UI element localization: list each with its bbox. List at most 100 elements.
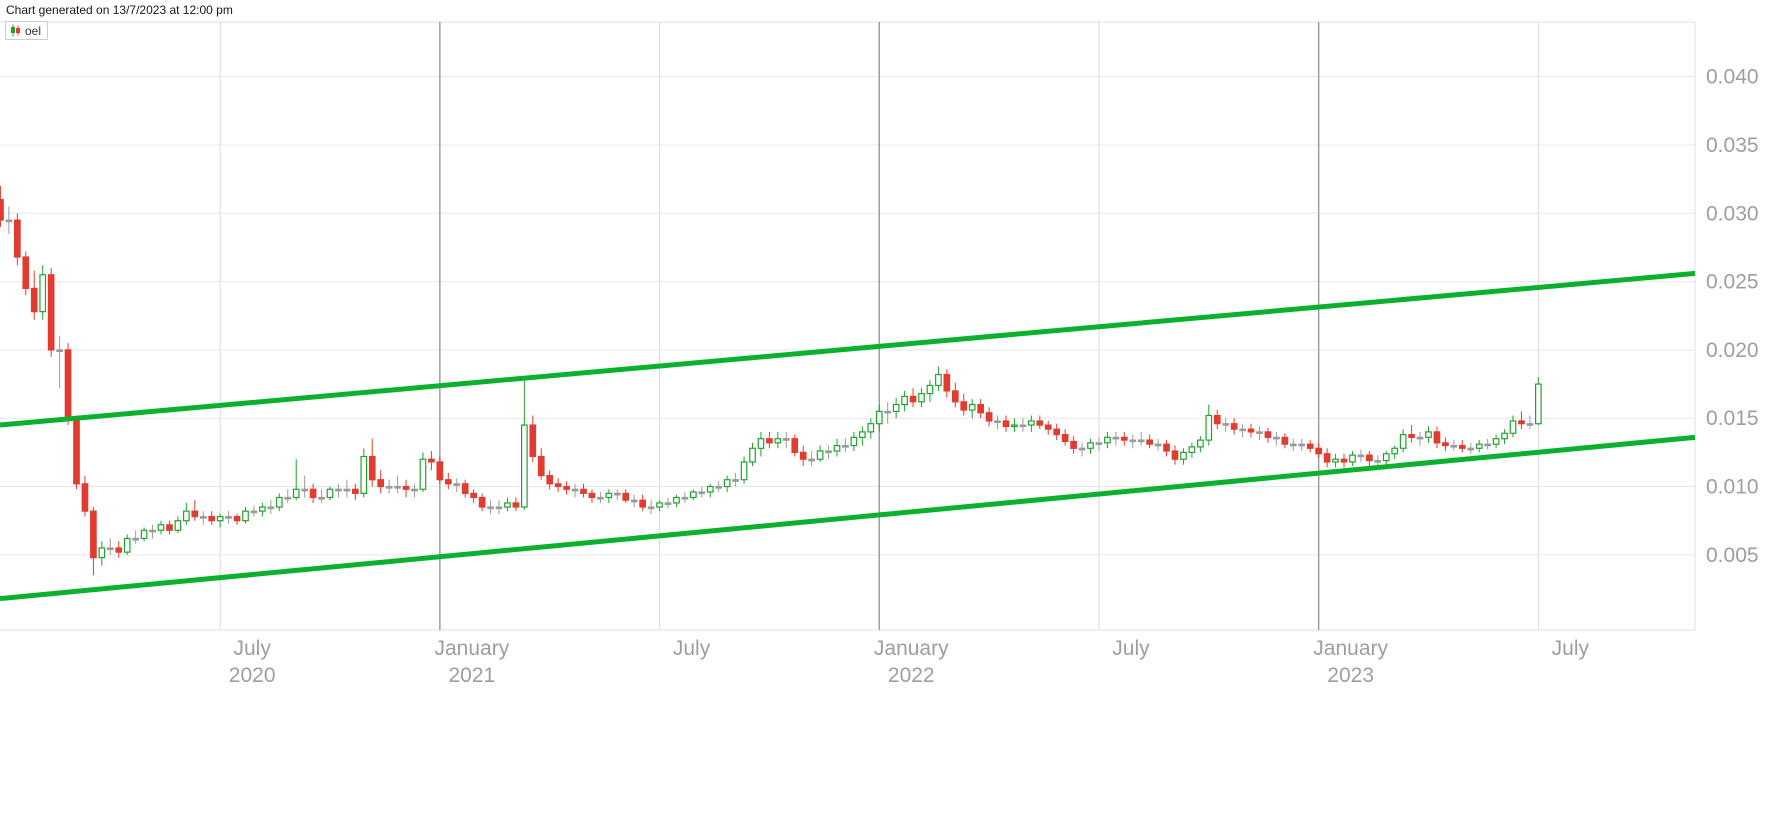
chart-generated-caption: Chart generated on 13/7/2023 at 12:00 pm <box>6 3 233 17</box>
candle <box>1154 443 1162 447</box>
x-axis-month-label: July <box>233 637 271 660</box>
candle <box>926 384 934 395</box>
candle <box>318 496 325 500</box>
candle <box>394 485 401 489</box>
candle <box>1425 431 1432 438</box>
candle <box>292 488 300 499</box>
candle <box>630 499 638 503</box>
candle <box>825 450 832 454</box>
x-axis-month-label: July <box>1112 637 1150 660</box>
y-axis-label: 0.025 <box>1706 271 1759 294</box>
candle <box>208 515 216 522</box>
candle <box>106 547 114 551</box>
candle <box>1534 383 1542 425</box>
candle <box>419 458 427 490</box>
candle <box>1382 453 1390 462</box>
candle <box>740 461 748 481</box>
candle <box>723 479 731 488</box>
trendlines-layer <box>0 270 1696 602</box>
candle <box>30 287 38 313</box>
candle <box>1247 428 1255 433</box>
candle <box>1323 453 1331 463</box>
candle <box>639 499 647 508</box>
candle <box>157 524 165 531</box>
candle <box>326 488 334 499</box>
candle <box>706 485 714 493</box>
candle <box>385 485 393 489</box>
candle <box>673 496 680 504</box>
candle <box>1078 447 1086 451</box>
candle <box>436 461 444 481</box>
candle <box>56 349 63 353</box>
x-axis-month-label: July <box>1552 637 1590 660</box>
candle <box>1087 442 1094 449</box>
candle <box>267 506 275 510</box>
candle <box>132 537 139 541</box>
candle <box>715 485 723 489</box>
candle <box>749 447 756 463</box>
candlestick-legend-icon <box>10 24 21 37</box>
candle <box>1357 454 1365 458</box>
candle <box>858 431 866 438</box>
candle <box>1104 436 1111 444</box>
candle <box>935 373 942 387</box>
candle <box>275 496 283 508</box>
candle <box>216 515 224 522</box>
candle <box>1416 436 1424 440</box>
candle <box>732 479 739 482</box>
candle <box>1163 443 1170 452</box>
candle <box>335 488 342 492</box>
candle <box>1492 438 1500 445</box>
candle <box>166 524 173 531</box>
grid-layer <box>0 21 1696 631</box>
y-axis-label: 0.005 <box>1706 544 1759 567</box>
candle <box>250 510 258 514</box>
candle <box>1450 444 1458 448</box>
candle <box>833 444 841 452</box>
candle <box>909 395 917 403</box>
x-axis-month-label: July <box>673 637 711 660</box>
candle <box>1365 454 1373 462</box>
candle <box>39 274 47 313</box>
candle <box>13 219 21 258</box>
candle <box>199 515 207 519</box>
candle <box>1408 434 1415 438</box>
candle <box>1196 439 1204 448</box>
candle <box>512 502 520 508</box>
candle <box>563 485 570 490</box>
candle <box>757 438 765 449</box>
candle <box>1273 436 1280 440</box>
y-axis-label: 0.030 <box>1706 202 1759 225</box>
x-axis-month-label: January <box>874 637 949 660</box>
candle <box>1332 458 1339 463</box>
candle <box>867 423 875 433</box>
candle <box>478 496 486 508</box>
axis-labels-layer: 0.040 0.035 0.030 0.025 0.020 0.015 0.010 0.005… <box>229 66 1759 687</box>
candle <box>64 349 72 419</box>
candle <box>791 438 799 453</box>
candle <box>1011 424 1018 428</box>
candle <box>47 274 55 351</box>
candle <box>402 485 410 490</box>
candle <box>1044 424 1052 430</box>
candle <box>1002 420 1010 428</box>
candle <box>81 483 89 512</box>
candle <box>774 438 782 444</box>
candle <box>495 506 503 510</box>
candle <box>1120 436 1128 441</box>
candles-layer <box>0 185 1542 576</box>
candle <box>98 547 106 559</box>
candle <box>622 492 630 501</box>
candle <box>875 410 883 425</box>
candle <box>1315 447 1323 455</box>
candle <box>174 520 182 531</box>
candle <box>554 483 562 488</box>
legend[interactable]: oel <box>5 21 49 40</box>
candle <box>1205 414 1213 441</box>
candle <box>1349 454 1356 463</box>
candle <box>1399 434 1407 449</box>
trendline-channel-lower <box>0 434 1696 602</box>
candle <box>588 492 596 499</box>
candle <box>123 537 131 553</box>
candle <box>529 424 537 458</box>
